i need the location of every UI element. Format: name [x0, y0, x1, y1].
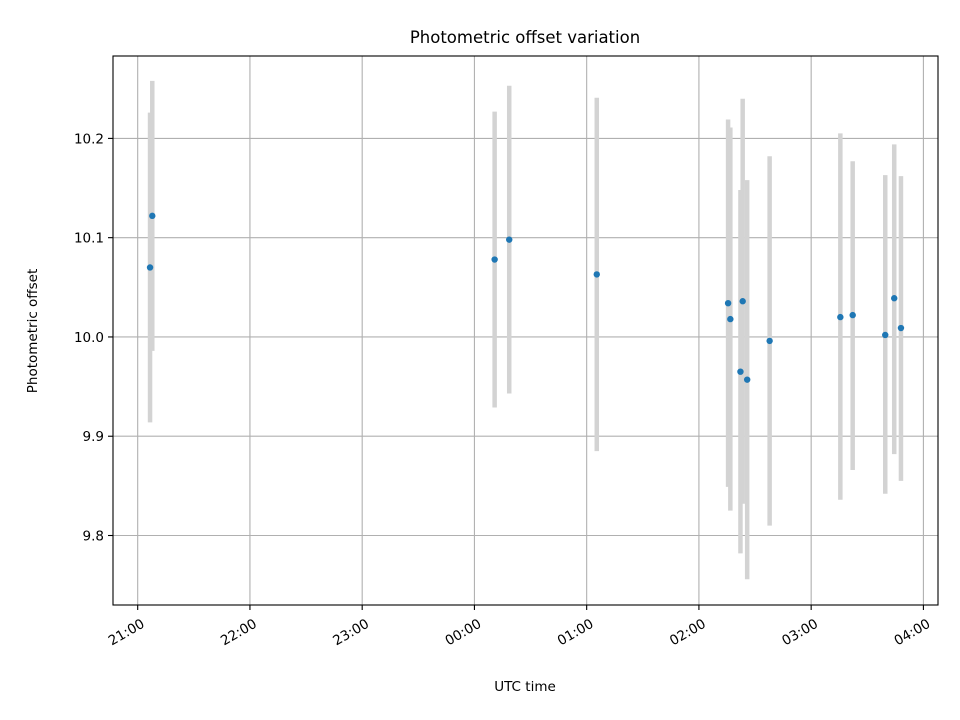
- y-tick-label: 10.0: [74, 330, 104, 346]
- x-axis-label: UTC time: [494, 679, 556, 695]
- point-layer: [146, 212, 905, 383]
- x-tick-label: 03:00: [779, 616, 821, 649]
- y-axis-label: Photometric offset: [25, 269, 41, 393]
- data-point: [724, 299, 732, 307]
- x-tick-label: 21:00: [106, 616, 148, 649]
- y-tick-label: 10.1: [74, 231, 104, 247]
- errorbar-layer: [147, 80, 904, 580]
- plot-frame: [112, 55, 939, 606]
- data-point: [593, 271, 600, 278]
- data-point: [766, 337, 773, 345]
- y-tick-label: 9.8: [83, 529, 104, 545]
- grid-layer: [113, 56, 938, 605]
- x-tick-label: 04:00: [892, 616, 934, 649]
- y-tick-label: 10.2: [74, 131, 104, 147]
- data-point: [737, 368, 744, 375]
- data-point: [739, 298, 746, 305]
- x-tick-label: 01:00: [555, 616, 597, 649]
- data-point: [897, 324, 905, 332]
- x-tick-label: 22:00: [218, 616, 260, 649]
- data-point: [837, 313, 844, 321]
- data-point: [882, 331, 889, 339]
- data-point: [891, 295, 898, 302]
- chart-title: Photometric offset variation: [410, 28, 640, 47]
- x-axis: 21:00 22:00 23:00 00:00 01:00 02:00 03:00 04:00: [106, 605, 933, 649]
- data-point: [146, 264, 154, 271]
- data-point: [743, 376, 751, 383]
- data-point: [727, 315, 734, 323]
- data-point: [849, 311, 856, 319]
- data-point: [506, 236, 513, 243]
- x-tick-label: 00:00: [443, 616, 485, 649]
- data-point: [149, 212, 156, 220]
- x-tick-label: 23:00: [330, 616, 372, 649]
- x-tick-label: 02:00: [667, 616, 709, 649]
- data-point: [491, 256, 498, 263]
- y-axis: 9.8 9.9 10.0 10.1 10.2: [74, 131, 113, 545]
- y-tick-label: 9.9: [83, 429, 104, 445]
